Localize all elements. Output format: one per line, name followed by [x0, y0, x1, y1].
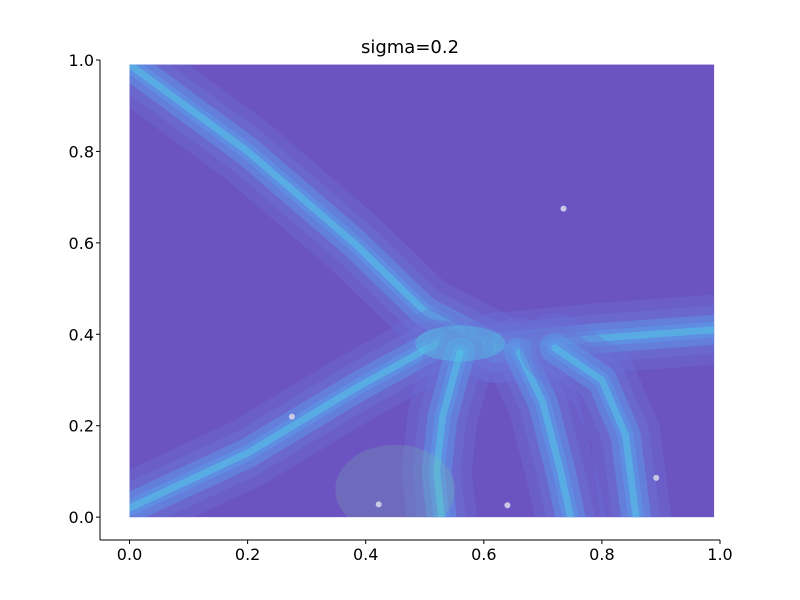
ridge-band-3-3: [428, 344, 469, 518]
x-axis: 0.0 0.2 0.4 0.6 0.8 1.0: [117, 540, 733, 564]
data-points: [288, 205, 660, 509]
data-point-4: [653, 474, 660, 481]
y-tick-label: 0.8: [69, 142, 94, 161]
ridge-band-4-4: [515, 349, 575, 518]
center-hotspot: [415, 325, 506, 362]
ridge-band-0-4: [129, 64, 500, 352]
heatmap-ridges: [129, 64, 715, 518]
ridge-band-5-4: [551, 344, 640, 518]
x-tick-label: 0.0: [117, 545, 142, 564]
x-tick-label: 0.2: [235, 545, 260, 564]
y-tick-label: 0.2: [69, 417, 94, 436]
y-tick-label: 0.0: [69, 508, 94, 527]
x-tick-label: 0.8: [589, 545, 614, 564]
data-point-1: [375, 501, 382, 508]
y-tick-label: 0.4: [69, 325, 94, 344]
x-tick-label: 0.4: [353, 545, 378, 564]
data-point-2: [504, 502, 511, 509]
data-point-3: [560, 205, 567, 212]
ridge-band-2-3: [129, 335, 445, 516]
ridge-band-1-3: [487, 321, 715, 356]
x-tick-label: 1.0: [707, 545, 732, 564]
y-tick-label: 1.0: [69, 51, 94, 70]
ridge-band-3-4: [433, 349, 464, 518]
y-axis: 0.0 0.2 0.4 0.6 0.8 1.0: [69, 51, 100, 527]
ridge-band-0-3: [129, 64, 504, 356]
y-tick-label: 0.6: [69, 234, 94, 253]
ridge-band-1-4: [492, 326, 715, 352]
data-point-0: [288, 413, 295, 420]
ridge-band-4-3: [511, 344, 579, 518]
lower-peak-glow: [335, 444, 456, 518]
ridge-band-2-4: [129, 339, 441, 512]
ridge-band-5-3: [546, 340, 645, 518]
x-tick-label: 0.6: [471, 545, 496, 564]
chart-title: sigma=0.2: [361, 37, 459, 58]
